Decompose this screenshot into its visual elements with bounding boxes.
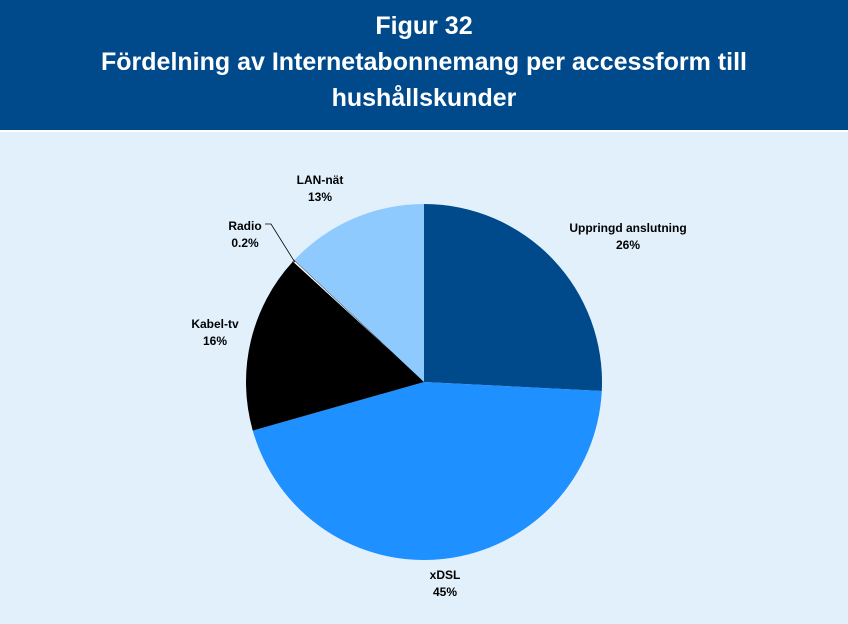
slice-value-radio: 0.2% xyxy=(231,236,259,250)
slice-label-uppringd-anslutning: Uppringd anslutning xyxy=(569,221,686,235)
pie-chart: Uppringd anslutning 26% xDSL 45% Kabel-tv 16%… xyxy=(191,173,686,599)
slice-value-xdsl: 45% xyxy=(433,585,457,599)
slice-label-xdsl: xDSL xyxy=(430,568,461,582)
figure-number: Figur 32 xyxy=(375,12,473,40)
slice-label-kabel-tv: Kabel-tv xyxy=(191,317,239,331)
slice-value-lan-nat: 13% xyxy=(308,190,332,204)
chart-title-line-1: Fördelning av Internetabonnemang per acc… xyxy=(101,48,747,76)
pie-slice-xdsl xyxy=(252,382,602,561)
plot-area: Uppringd anslutning 26% xDSL 45% Kabel-tv 16%… xyxy=(0,132,848,624)
slice-labels: Uppringd anslutning 26% xDSL 45% Kabel-tv 16%… xyxy=(191,173,686,599)
slice-label-radio: Radio xyxy=(228,219,261,233)
slice-label-lan-nat: LAN-nät xyxy=(297,173,344,187)
leader-line-radio xyxy=(265,223,296,263)
leader-lines xyxy=(265,223,296,263)
pie-slice-uppringd-anslutning xyxy=(424,204,603,391)
slice-value-kabel-tv: 16% xyxy=(203,334,227,348)
slice-value-uppringd-anslutning: 26% xyxy=(616,238,640,252)
header-divider xyxy=(0,130,848,132)
pie-slices xyxy=(246,204,603,561)
pie-slice-kabel-tv xyxy=(246,261,424,431)
pie-slice-radio xyxy=(292,259,425,383)
chart-title-line-2: hushållskunder xyxy=(331,84,517,112)
chart-header: Figur 32 Fördelning av Internetabonneman… xyxy=(0,0,848,130)
pie-slice-lan-nat xyxy=(294,204,424,382)
